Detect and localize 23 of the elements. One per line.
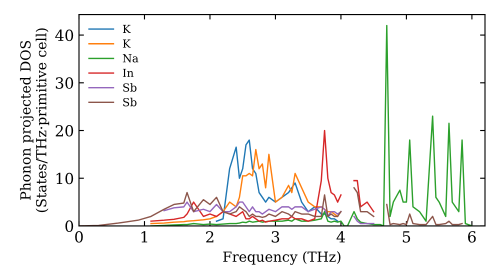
line-series	[150, 24, 473, 226]
x-tick-label: 3	[272, 231, 280, 243]
x-tick-label: 5	[402, 231, 410, 243]
x-tick-label: 6	[468, 231, 476, 243]
y-tick-label: 10	[56, 172, 74, 184]
line-series	[150, 148, 338, 224]
legend-label: Sb	[123, 98, 136, 106]
y-axis-title: Phonon projected DOS (States/THz·primitive cell)	[20, 28, 50, 212]
x-axis-title: Frequency (THz)	[223, 251, 340, 265]
legend-label: K	[122, 24, 131, 34]
x-tick-label: 4	[336, 231, 346, 242]
y-tick-label: 0	[65, 220, 74, 232]
x-tick-label: 1	[141, 231, 148, 242]
legend-label: Sb	[123, 83, 136, 92]
x-tick-label: 2	[206, 231, 214, 242]
legend-label: K	[122, 40, 131, 48]
legend-label: Na	[122, 54, 138, 62]
y-tick-label: 40	[55, 30, 74, 42]
line-series	[216, 139, 338, 222]
y-tick-label: 20	[56, 124, 74, 137]
y-tick-label: 30	[56, 77, 74, 89]
legend-label: In	[122, 68, 134, 77]
x-tick-label: 0	[75, 231, 83, 243]
